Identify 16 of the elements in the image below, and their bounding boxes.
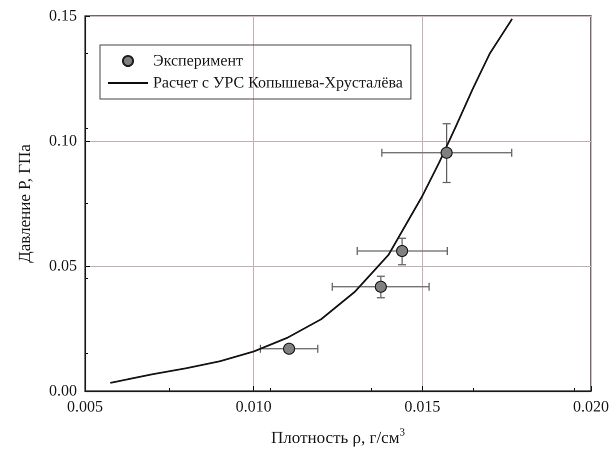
line-series bbox=[110, 18, 513, 384]
x-tick-label: 0.010 bbox=[236, 398, 272, 416]
point bbox=[374, 280, 387, 293]
legend-label: Расчет с УРС Копышева-Хрусталёва bbox=[153, 74, 403, 92]
y-tick-label: 0.00 bbox=[49, 382, 77, 400]
legend-label: Эксперимент bbox=[153, 52, 244, 70]
y-tick-label: 0.05 bbox=[49, 258, 77, 274]
point bbox=[396, 244, 408, 258]
x-tick-label: 0.005 bbox=[67, 398, 103, 416]
x-tick-label: 0.015 bbox=[404, 398, 440, 416]
x-tick-label: 0.020 bbox=[573, 398, 609, 416]
point bbox=[440, 146, 453, 159]
y-axis-title: Давление P, ГПа bbox=[15, 144, 34, 263]
y-tick-label: 0.15 bbox=[49, 8, 77, 24]
y-tick-label: 0.10 bbox=[49, 132, 77, 150]
point bbox=[283, 342, 296, 355]
